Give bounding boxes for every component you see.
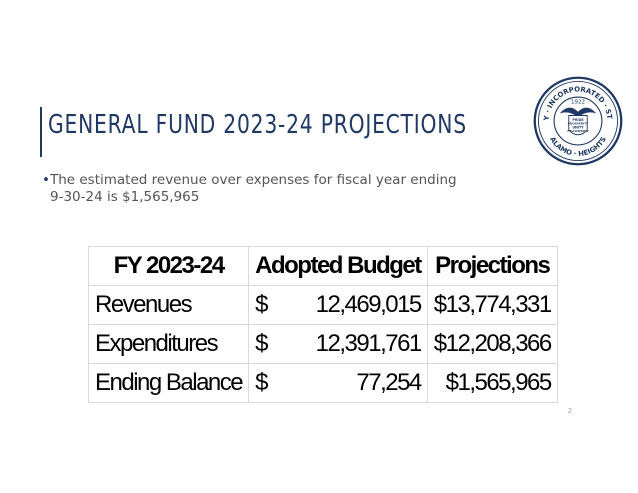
svg-text:FELLOWSHIP: FELLOWSHIP	[567, 129, 589, 133]
currency-symbol: $	[248, 285, 273, 325]
adopted-amount: 12,469,015	[272, 285, 428, 325]
svg-text:PRIDE: PRIDE	[572, 118, 584, 122]
currency-symbol: $	[248, 363, 273, 403]
adopted-amount: 77,254	[272, 363, 428, 403]
bullet-marker: •	[42, 172, 50, 188]
page-number: 2	[568, 408, 572, 415]
bullet-text: •The estimated revenue over expenses for…	[42, 172, 522, 206]
header-fy: FY 2023-24	[87, 246, 250, 286]
header-projections: Projections	[426, 246, 558, 286]
table-row: Revenues $ 12,469,015 $13,774,331	[87, 285, 558, 325]
row-label: Revenues	[87, 285, 250, 325]
svg-text:1922: 1922	[571, 100, 585, 106]
budget-table: FY 2023-24 Adopted Budget Projections Re…	[87, 246, 558, 403]
currency-symbol: $	[248, 324, 273, 364]
bullet-line-2: 9-30-24 is $1,565,965	[50, 189, 200, 205]
svg-text:UNITY: UNITY	[572, 125, 584, 129]
title-accent-bar	[40, 107, 42, 157]
slide-title: GENERAL FUND 2023-24 PROJECTIONS	[48, 110, 467, 140]
projection-amount: $1,565,965	[426, 363, 558, 403]
table-row: Ending Balance $ 77,254 $1,565,965	[87, 363, 558, 403]
projection-amount: $13,774,331	[426, 285, 558, 325]
row-label: Ending Balance	[87, 363, 250, 403]
city-seal-logo: CITY · INCORPORATED · STATE ALAMO · HEIG…	[532, 75, 623, 166]
adopted-amount: 12,391,761	[272, 324, 428, 364]
row-label: Expenditures	[87, 324, 250, 364]
table-row: Expenditures $ 12,391,761 $12,208,366	[87, 324, 558, 364]
svg-text:PROSPERITY: PROSPERITY	[568, 122, 590, 126]
bullet-line-1: The estimated revenue over expenses for …	[49, 172, 457, 188]
header-adopted-budget: Adopted Budget	[248, 246, 428, 286]
projection-amount: $12,208,366	[426, 324, 558, 364]
table-header-row: FY 2023-24 Adopted Budget Projections	[87, 246, 558, 286]
